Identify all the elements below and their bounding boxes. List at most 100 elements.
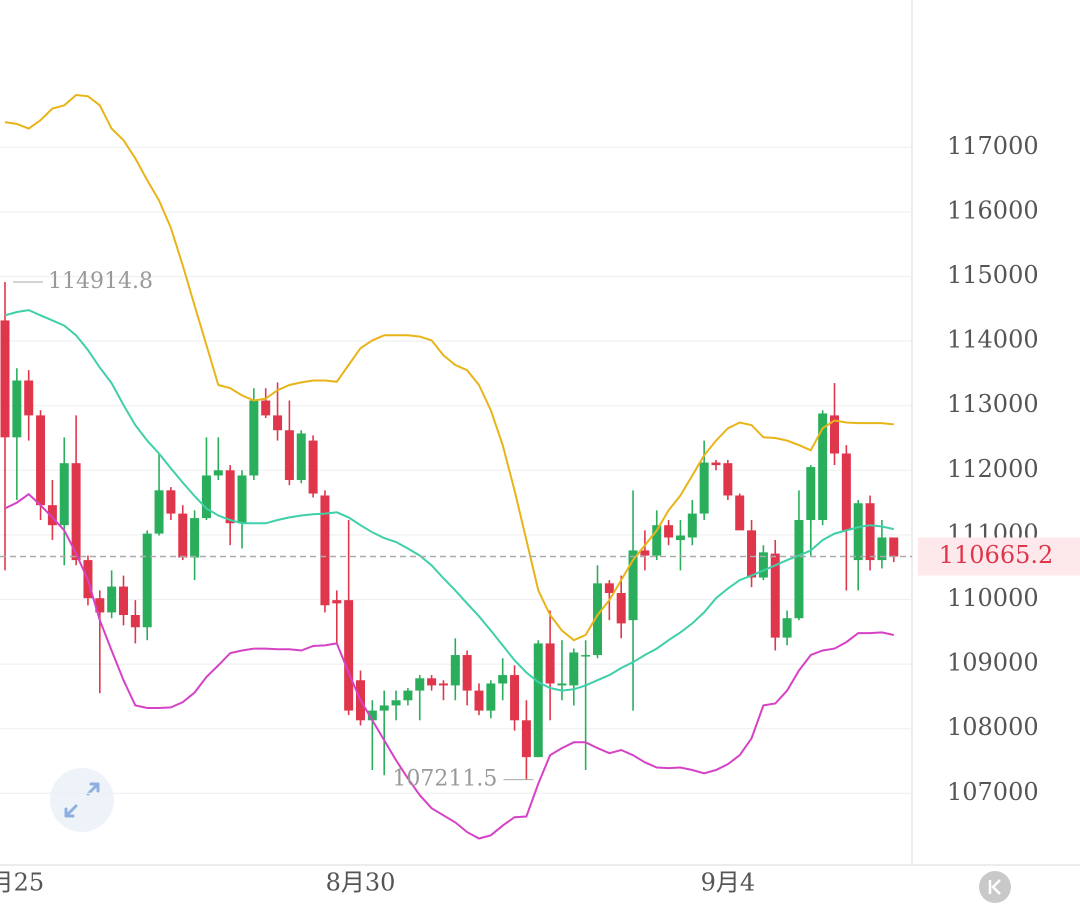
candle-body [379, 705, 389, 711]
candle-body [889, 537, 899, 557]
max-label: 114914.8 [48, 269, 153, 294]
candle-body [261, 400, 271, 416]
candle-body [273, 415, 283, 431]
candle-body [498, 675, 508, 684]
candle-body [711, 462, 721, 466]
band-line [4, 492, 895, 840]
candle-body [71, 463, 81, 561]
candle-body [427, 678, 437, 686]
x-tick-label: 8月30 [326, 869, 396, 897]
candle-body [830, 415, 839, 454]
candle-body [344, 600, 354, 711]
candle-body [569, 652, 579, 686]
candle-body [201, 475, 211, 519]
candle-body [0, 320, 10, 438]
candle-body [806, 467, 816, 521]
y-tick-label: 117000 [947, 132, 1039, 160]
candle-body [296, 433, 306, 480]
y-tick-label: 107000 [947, 778, 1039, 806]
candle-body [593, 583, 602, 656]
candle-body [249, 400, 259, 476]
candle-body [367, 710, 377, 721]
candle-body [664, 525, 674, 538]
current-price-label: 110665.2 [939, 541, 1054, 569]
candle-body [557, 683, 567, 686]
candle-body [119, 586, 128, 615]
candle-body [747, 530, 757, 578]
candle-body [581, 655, 591, 657]
candle-body [604, 583, 614, 594]
expand-icon[interactable] [64, 782, 100, 818]
candle-body [841, 453, 851, 531]
y-tick-label: 114000 [947, 326, 1039, 354]
candle-body [865, 503, 875, 561]
candle-body [521, 720, 531, 758]
candle-body [130, 614, 140, 628]
candle-body [142, 533, 152, 628]
candle-body [320, 495, 330, 606]
candle-body [758, 552, 768, 578]
candle-body [782, 618, 792, 638]
candle-body [853, 503, 863, 561]
candle-body [699, 462, 709, 514]
candle-body [332, 600, 342, 604]
scroll-end-button[interactable] [979, 871, 1011, 903]
candle-body [154, 490, 164, 534]
candle-body [178, 513, 188, 558]
candle-body [450, 655, 460, 686]
candle-body [36, 415, 46, 506]
candle-body [877, 537, 887, 561]
candle-body [616, 593, 626, 624]
candle-body [770, 553, 780, 638]
expand-button-bg[interactable] [50, 768, 114, 832]
y-tick-label: 115000 [947, 261, 1039, 289]
candle-body [675, 535, 685, 541]
x-tick-label: 9月4 [701, 869, 756, 897]
candle-body [687, 513, 697, 538]
candle-body [652, 525, 662, 556]
candle-body [391, 700, 401, 706]
candle-body [628, 550, 638, 621]
plot-area [0, 93, 912, 840]
min-label: 107211.5 [392, 767, 497, 792]
candle-body [225, 470, 235, 524]
y-tick-label: 109000 [947, 649, 1039, 677]
candle-body [510, 675, 520, 721]
current-price-bg [918, 537, 1080, 576]
candle-body [438, 683, 448, 686]
candle-body [47, 505, 57, 526]
candle-body [794, 520, 804, 619]
candle-body [95, 598, 105, 613]
y-tick-label: 116000 [947, 196, 1039, 224]
candle-body [107, 586, 117, 613]
candle-body [166, 490, 176, 514]
candle-body [59, 463, 69, 526]
y-tick-label: 108000 [947, 713, 1039, 741]
candle-body [237, 475, 247, 524]
candle-body [284, 430, 294, 480]
candle-body [213, 470, 223, 476]
y-tick-label: 110000 [947, 584, 1039, 612]
candle-body [415, 678, 425, 691]
candle-body [545, 643, 555, 684]
candle-body [640, 550, 650, 556]
y-tick-label: 112000 [947, 455, 1039, 483]
band-line [4, 93, 894, 642]
candle-body [190, 518, 200, 558]
expand-button[interactable] [50, 768, 114, 832]
candle-body [403, 690, 413, 701]
candle-body [12, 380, 22, 438]
candle-body [308, 440, 318, 494]
band-line [4, 309, 895, 692]
candle-body [735, 495, 745, 531]
y-tick-label: 113000 [947, 390, 1039, 418]
candle-body [486, 683, 496, 711]
candle-body [818, 413, 828, 521]
candle-body [24, 380, 34, 416]
candle-body [474, 690, 484, 711]
scroll-end-icon[interactable] [988, 879, 1001, 895]
scroll-end-bg[interactable] [979, 871, 1011, 903]
candle-body [723, 463, 733, 496]
